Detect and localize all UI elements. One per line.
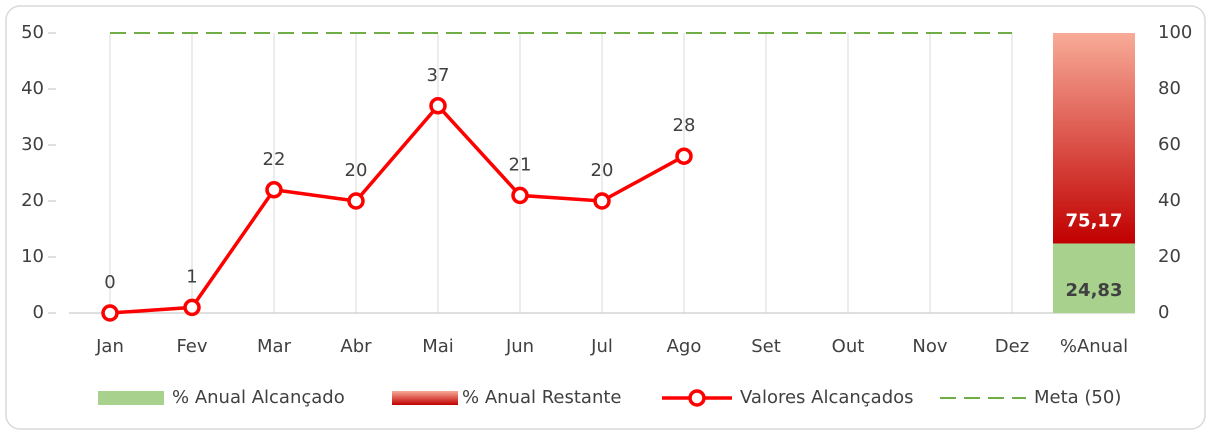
bar [1053,243,1135,313]
x-tick-label: Jan [95,336,124,357]
legend-label: % Anual Alcançado [172,387,345,408]
marker [183,298,201,317]
legend-swatch [98,391,164,405]
bar-value-label: 24,83 [1066,280,1123,301]
legend-label: Valores Alcançados [740,387,914,408]
x-tick-label: Dez [995,336,1029,357]
data-label: 20 [591,160,614,181]
x-tick-label: Abr [340,336,372,357]
legend-marker [688,389,706,407]
legend-swatch [392,391,458,405]
x-tick-label: Ago [667,336,702,357]
legend-label: % Anual Restante [462,387,622,408]
x-tick-label: Jun [505,336,534,357]
y-tick-label: 50 [21,22,44,43]
data-label: 28 [673,115,696,136]
y-tick-label: 40 [21,78,44,99]
chart-border [5,5,1206,430]
x-tick-label: Jul [590,336,613,357]
x-tick-label: Fev [176,336,207,357]
data-label: 22 [263,149,286,170]
bar [1053,33,1135,244]
y-tick-label: 20 [21,190,44,211]
x-tick-label: Mai [422,336,454,357]
y2-tick-label: 40 [1158,190,1181,211]
y2-tick-label: 20 [1158,246,1181,267]
data-label: 0 [104,272,115,293]
marker [593,192,611,210]
y2-tick-label: 60 [1158,134,1181,155]
marker [429,97,447,115]
data-label: 20 [345,160,368,181]
line [109,103,685,315]
y2-tick-label: 100 [1158,22,1192,43]
marker [265,181,283,199]
y-tick-label: 0 [33,302,44,323]
y2-tick-label: 0 [1158,302,1169,323]
y2-tick-label: 80 [1158,78,1181,99]
x-tick-label: %Anual [1060,336,1128,357]
marker [101,304,119,322]
y-tick-label: 30 [21,134,44,155]
marker [675,147,693,165]
x-tick-label: Set [751,336,781,357]
marker [347,192,365,210]
marker [511,186,529,205]
x-tick-label: Mar [257,336,292,357]
x-tick-label: Nov [912,336,947,357]
data-label: 21 [509,154,532,175]
legend-label: Meta (50) [1034,387,1121,408]
y-tick-label: 10 [21,246,44,267]
data-label: 37 [427,65,450,86]
data-label: 1 [186,266,197,287]
bar-value-label: 75,17 [1066,210,1123,231]
x-tick-label: Out [832,336,865,357]
